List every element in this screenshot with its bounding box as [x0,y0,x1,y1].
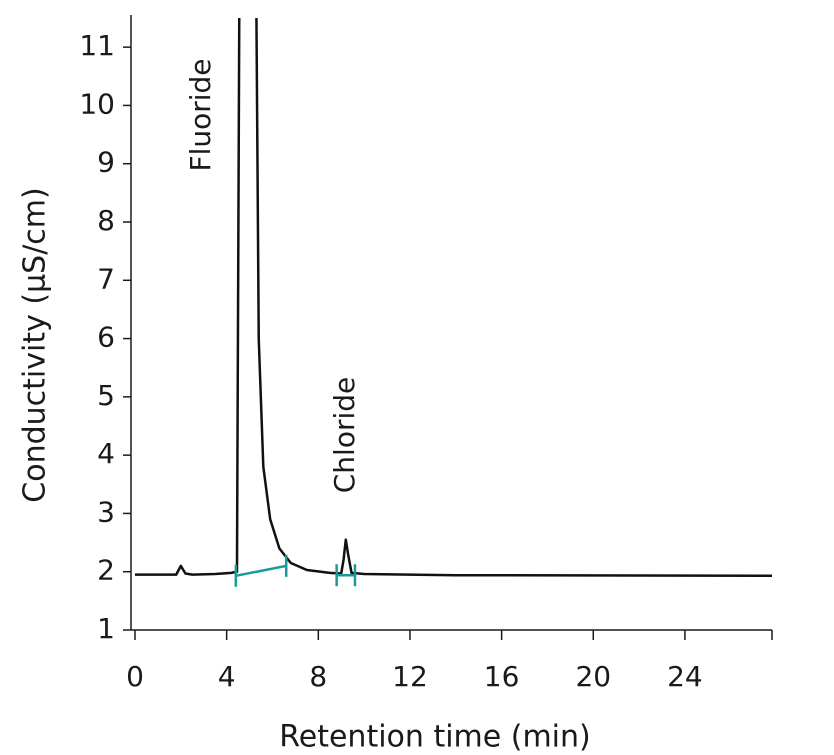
y-tick-label: 10 [79,87,115,120]
x-axis-label: Retention time (min) [279,720,590,755]
x-tick-label: 4 [218,660,236,693]
x-tick-label: 8 [309,660,327,693]
integration-baseline [235,564,287,578]
y-tick-label: 4 [97,437,115,470]
y-tick-label: 7 [97,262,115,295]
x-tick-label: 24 [667,660,703,693]
peak-label: Fluoride [184,58,217,171]
x-tick-label: 20 [575,660,611,693]
x-tick-label: 16 [484,660,520,693]
y-tick-label: 6 [97,321,115,354]
chromatogram-line [135,17,773,578]
y-tick-label: 2 [97,554,115,587]
x-tick-label: 12 [392,660,428,693]
y-tick-label: 11 [79,29,115,62]
x-tick-label: 0 [126,660,144,693]
y-tick-label: 1 [97,612,115,645]
y-axis-label: Conductivity (µS/cm) [18,187,53,502]
y-tick-label: 8 [97,204,115,237]
y-tick-label: 3 [97,495,115,528]
y-tick-label: 9 [97,146,115,179]
peak-label: Chloride [328,377,361,494]
y-tick-label: 5 [97,379,115,412]
